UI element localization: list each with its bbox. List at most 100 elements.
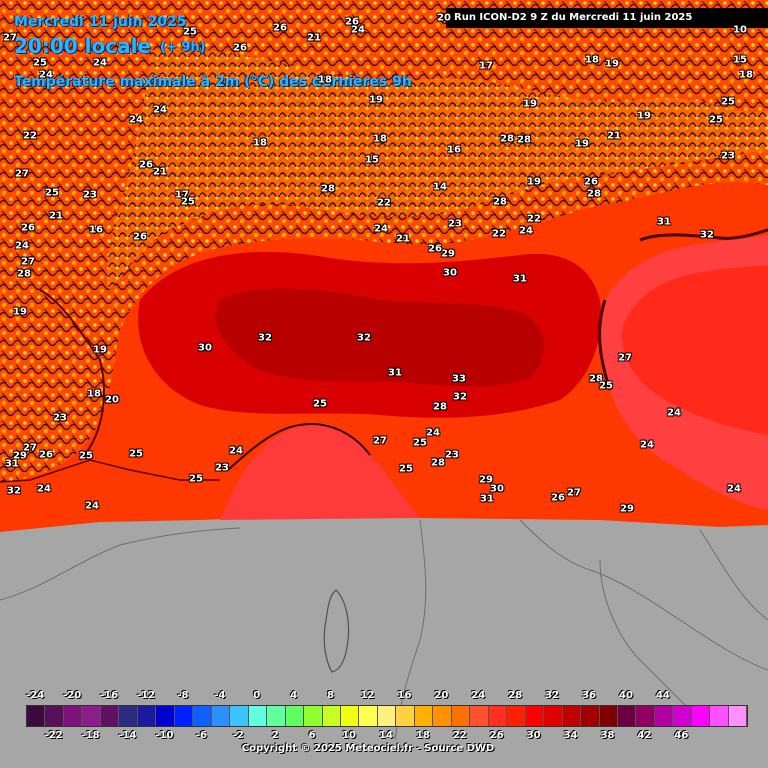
legend-tick-bottom: 34 bbox=[563, 730, 578, 741]
variable-title: Température maximale à 2m (°C) des derni… bbox=[14, 74, 412, 90]
temperature-label: 32 bbox=[258, 332, 272, 344]
legend-swatch bbox=[728, 706, 748, 726]
temperature-label: 25 bbox=[79, 450, 93, 462]
temperature-label: 29 bbox=[620, 503, 634, 515]
temperature-label: 25 bbox=[45, 187, 59, 199]
temperature-label: 24 bbox=[426, 427, 440, 439]
legend-swatch bbox=[507, 706, 526, 726]
temperature-label: 22 bbox=[23, 130, 37, 142]
temperature-label: 26 bbox=[345, 16, 359, 28]
temperature-label: 20 bbox=[105, 394, 119, 406]
legend-swatch bbox=[82, 706, 101, 726]
temperature-label: 23 bbox=[83, 189, 97, 201]
temperature-label: 29 bbox=[13, 450, 27, 462]
legend-swatch bbox=[396, 706, 415, 726]
legend-tick-bottom: -10 bbox=[155, 730, 174, 741]
po-valley-hottest bbox=[215, 288, 544, 387]
temperature-label: 24 bbox=[667, 407, 681, 419]
temperature-label: 21 bbox=[307, 32, 321, 44]
temperature-label: 23 bbox=[215, 462, 229, 474]
temperature-label: 32 bbox=[357, 332, 371, 344]
temperature-label: 26 bbox=[584, 176, 598, 188]
temperature-label: 24 bbox=[85, 500, 99, 512]
legend-swatch bbox=[470, 706, 489, 726]
temperature-label: 22 bbox=[527, 213, 541, 225]
temperature-label: 19 bbox=[369, 94, 383, 106]
temperature-label: 31 bbox=[480, 493, 494, 505]
legend-swatch bbox=[63, 706, 83, 726]
temperature-label: 21 bbox=[49, 210, 63, 222]
legend-swatch bbox=[340, 706, 360, 726]
temperature-label: 28 bbox=[517, 134, 531, 146]
temperature-label: 15 bbox=[365, 154, 379, 166]
legend-swatch bbox=[691, 706, 711, 726]
temperature-label: 21 bbox=[153, 166, 167, 178]
temperature-label: 24 bbox=[229, 445, 243, 457]
temperature-label: 28 bbox=[587, 188, 601, 200]
legend-tick-top: 0 bbox=[253, 690, 261, 701]
legend-swatch bbox=[267, 706, 286, 726]
legend-tick-bottom: 18 bbox=[415, 730, 430, 741]
copyright: Copyright © 2025 Meteociel.fr - Source D… bbox=[241, 743, 495, 754]
legend-swatch bbox=[451, 706, 471, 726]
temperature-label: 24 bbox=[727, 483, 741, 495]
temperature-label: 28 bbox=[321, 183, 335, 195]
temperature-label: 30 bbox=[490, 483, 504, 495]
legend-swatch bbox=[100, 706, 120, 726]
temperature-label: 25 bbox=[33, 57, 47, 69]
legend-tick-bottom: 30 bbox=[526, 730, 541, 741]
temperature-label: 17 bbox=[175, 189, 189, 201]
temperature-label: 28 bbox=[589, 373, 603, 385]
adriatic-coast bbox=[598, 299, 612, 391]
temperature-label: 19 bbox=[637, 110, 651, 122]
legend-tick-top: 40 bbox=[619, 690, 633, 701]
legend-swatch bbox=[174, 706, 194, 726]
color-legend bbox=[26, 705, 748, 727]
temperature-label: 27 bbox=[15, 168, 29, 180]
legend-swatch bbox=[377, 706, 397, 726]
legend-tick-top: 44 bbox=[655, 690, 670, 701]
temperature-label: 24 bbox=[37, 483, 51, 495]
temperature-label: 21 bbox=[607, 130, 621, 142]
legend-swatch bbox=[636, 706, 655, 726]
legend-swatch bbox=[525, 706, 545, 726]
temperature-label: 17 bbox=[479, 60, 493, 72]
legend-swatch bbox=[322, 706, 341, 726]
temperature-label: 28 bbox=[500, 133, 514, 145]
temperature-label: 33 bbox=[452, 373, 466, 385]
temperature-label: 25 bbox=[399, 463, 413, 475]
legend-swatch bbox=[673, 706, 692, 726]
temperature-label: 29 bbox=[479, 474, 493, 486]
temperature-label: 23 bbox=[448, 218, 462, 230]
legend-swatch bbox=[562, 706, 582, 726]
legend-swatch bbox=[304, 706, 323, 726]
legend-tick-bottom: -14 bbox=[118, 730, 137, 741]
temperature-label: 25 bbox=[413, 437, 427, 449]
temperature-label: 30 bbox=[443, 267, 457, 279]
legend-swatch bbox=[599, 706, 618, 726]
temperature-label: 26 bbox=[133, 231, 147, 243]
north-coast bbox=[639, 228, 768, 242]
forecast-date: Mercredi 11 juin 2025 bbox=[14, 14, 187, 30]
temperature-label: 29 bbox=[441, 248, 455, 260]
temperature-label: 25 bbox=[183, 26, 197, 38]
legend-swatch bbox=[193, 706, 212, 726]
legend-tick-top: 28 bbox=[508, 690, 523, 701]
temperature-label: 32 bbox=[700, 229, 714, 241]
temperature-label: 26 bbox=[233, 42, 247, 54]
temperature-label: 24 bbox=[39, 69, 53, 81]
legend-tick-top: 4 bbox=[290, 690, 298, 701]
temperature-label: 18 bbox=[318, 74, 332, 86]
legend-swatch bbox=[248, 706, 268, 726]
temperature-label: 27 bbox=[3, 32, 17, 44]
legend-tick-top: -24 bbox=[26, 690, 45, 701]
legend-swatch bbox=[230, 706, 249, 726]
corsica-outline bbox=[323, 589, 350, 673]
temperature-label: 22 bbox=[377, 197, 391, 209]
legend-swatch bbox=[544, 706, 563, 726]
temperature-label: 26 bbox=[428, 243, 442, 255]
legend-swatch bbox=[211, 706, 231, 726]
temperature-label: 30 bbox=[198, 342, 212, 354]
temperature-label: 18 bbox=[87, 388, 101, 400]
legend-tick-bottom: 46 bbox=[674, 730, 689, 741]
